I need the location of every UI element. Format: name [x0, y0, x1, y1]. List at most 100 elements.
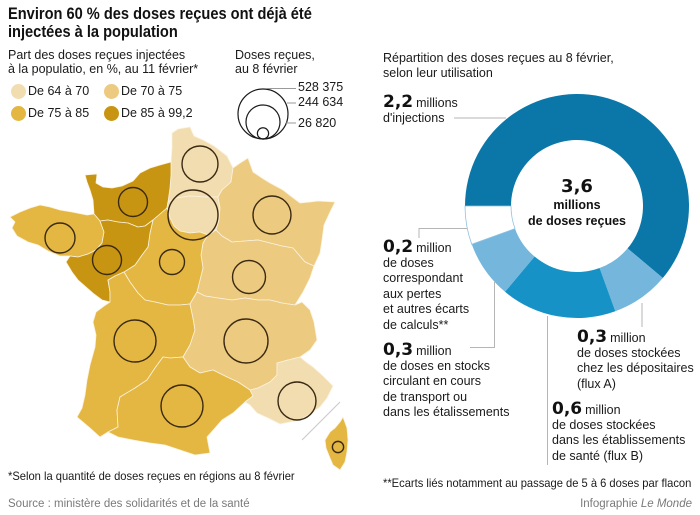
legend-label: De 70 à 75 [121, 84, 183, 98]
leader-pertes [418, 228, 467, 238]
donut-total-unit: millions [553, 198, 601, 212]
donut-subtitle: Répartition des doses reçues au 8 févrie… [383, 51, 614, 81]
dose-circle-provence-alpes-cote-d-azur [277, 381, 317, 421]
region-corse [324, 416, 349, 471]
donut-footnote: **Ecarts liés notamment au passage de 5 … [383, 476, 692, 490]
map-footnote: *Selon la quantité de doses reçues en ré… [8, 469, 295, 483]
donut-total-value: 3,6 [561, 176, 593, 197]
annotation-line: d'injections [383, 110, 445, 125]
size-legend-circle-small [256, 127, 270, 140]
annotation-line: dans les étalissements [383, 405, 510, 419]
annotation-line: aux pertes [383, 286, 442, 301]
legend-swatch-64-70 [11, 83, 26, 99]
annotation-unit: million [585, 402, 621, 417]
annotation-flux-a: 0,3 million de doses stockées chez les dé… [577, 326, 694, 393]
size-legend-label-small: 26 820 [298, 116, 337, 130]
size-legend-title-line-2: au 8 février [235, 61, 298, 76]
legend-label: De 85 à 99,2 [121, 106, 193, 120]
annotation-value: 0,3 [577, 326, 608, 347]
annotation-injections: 2,2 millions d'injections [383, 91, 458, 127]
dose-circle-bretagne [44, 222, 76, 254]
donut-slice-stocks-en-transport [471, 228, 535, 292]
annotation-value: 2,2 [383, 91, 414, 112]
dose-circle-grand-est [252, 195, 292, 235]
size-legend-circle-medium [245, 104, 281, 140]
annotation-line: de doses stockées [577, 345, 681, 360]
annotation-unit: million [610, 330, 646, 345]
dose-circle-pays-de-la-loire [91, 244, 123, 276]
dose-circles [44, 145, 345, 454]
color-legend-item-2: De 70 à 75 [104, 83, 182, 99]
annotation-line: dans les établissements [552, 433, 686, 447]
annotation-unit: million [416, 240, 452, 255]
annotation-value: 0,3 [383, 339, 414, 360]
annotation-value: 0,6 [552, 398, 583, 419]
annotation-stocks-transport: 0,3 million de doses en stocks circulant … [383, 339, 510, 421]
annotation-line: correspondant [383, 271, 463, 285]
donut-chart [464, 94, 689, 318]
credit-brand: Le Monde [640, 498, 692, 510]
map-subtitle-line-1: Part des doses reçues injectées [8, 48, 186, 62]
color-legend-item-1: De 64 à 70 [11, 83, 89, 99]
region-provence-alpes-cote-d-azur [244, 356, 334, 425]
donut-center-label: 3,6 millions de doses reçues [517, 177, 637, 229]
donut-slice-stock-depositaires-flux-a [599, 248, 663, 312]
dose-circle-occitanie [160, 384, 204, 428]
legend-swatch-70-75 [104, 83, 119, 99]
credit-prefix: Infographie [580, 498, 638, 510]
dose-circle-ile-de-france [167, 189, 219, 241]
size-legend-label-large: 528 375 [298, 80, 344, 94]
leader-stocks-transport [470, 282, 495, 348]
annotation-unit: millions [416, 95, 458, 110]
size-legend-label-medium: 244 634 [298, 95, 344, 109]
donut-slice-injections [465, 94, 689, 278]
dose-circle-hauts-de-france [181, 145, 219, 183]
annotation-line: de doses stockées [552, 417, 656, 432]
annotation-line: (flux A) [577, 376, 616, 391]
annotation-line: de doses [383, 255, 434, 270]
annotation-line: de calculs** [383, 317, 449, 332]
annotation-flux-b: 0,6 million de doses stockées dans les ét… [552, 398, 686, 465]
donut-leaders [418, 117, 643, 465]
title-line-2: injectées à la population [8, 22, 178, 41]
donut-total-caption: de doses reçues [528, 214, 626, 228]
dose-circle-auvergne-rhone-alpes [223, 318, 269, 364]
title-line-1: Environ 60 % des doses reçues ont déjà é… [8, 4, 312, 23]
legend-label: De 64 à 70 [28, 84, 90, 98]
donut-subtitle-line-1: Répartition des doses reçues au 8 févrie… [383, 51, 614, 65]
legend-label: De 75 à 85 [28, 106, 90, 120]
annotation-line: circulant en cours [383, 374, 481, 388]
annotation-line: de santé (flux B) [552, 448, 644, 463]
color-legend-item-3: De 75 à 85 [11, 105, 89, 121]
size-legend-graphic [237, 88, 296, 140]
annotation-line: chez les dépositaires [577, 361, 694, 375]
region-grand-est [215, 157, 336, 267]
legend-swatch-75-85 [11, 105, 26, 121]
page-title: Environ 60 % des doses reçues ont déjà é… [8, 5, 312, 41]
donut-slice-pertes-ecarts [464, 205, 516, 245]
dose-circle-corse [331, 440, 345, 454]
size-legend-title-line-1: Doses reçues, [235, 48, 315, 62]
color-legend-item-4: De 85 à 99,2 [104, 105, 193, 121]
dose-circle-nouvelle-aquitaine [113, 319, 157, 363]
dose-circle-bourgogne-franche-comte [231, 259, 267, 295]
dose-circle-normandie [117, 186, 149, 218]
map-subtitle-line-2: à la populatio, en %, au 11 février* [8, 61, 199, 76]
size-legend-circle-large [237, 88, 289, 140]
source-credit: Source : ministère des solidarités et de… [8, 498, 250, 510]
dose-circle-centre-val-de-loire [158, 248, 186, 276]
legend-swatch-85-99 [104, 105, 119, 121]
france-map [9, 126, 349, 471]
size-legend-title: Doses reçues, au 8 février [235, 48, 315, 76]
region-occitanie [107, 356, 254, 456]
corsica-separator-line [301, 401, 341, 441]
annotation-line: de doses en stocks [383, 358, 491, 373]
donut-subtitle-line-2: selon leur utilisation [383, 66, 493, 80]
annotation-pertes: 0,2 million de doses correspondant aux pe… [383, 238, 470, 334]
map-subtitle: Part des doses reçues injectées à la pop… [8, 48, 199, 76]
annotation-line: et autres écarts [383, 302, 470, 316]
region-bretagne [9, 204, 105, 258]
donut-slice-stock-etablissements-flux-b [505, 256, 616, 318]
annotation-line: de transport ou [383, 389, 468, 404]
